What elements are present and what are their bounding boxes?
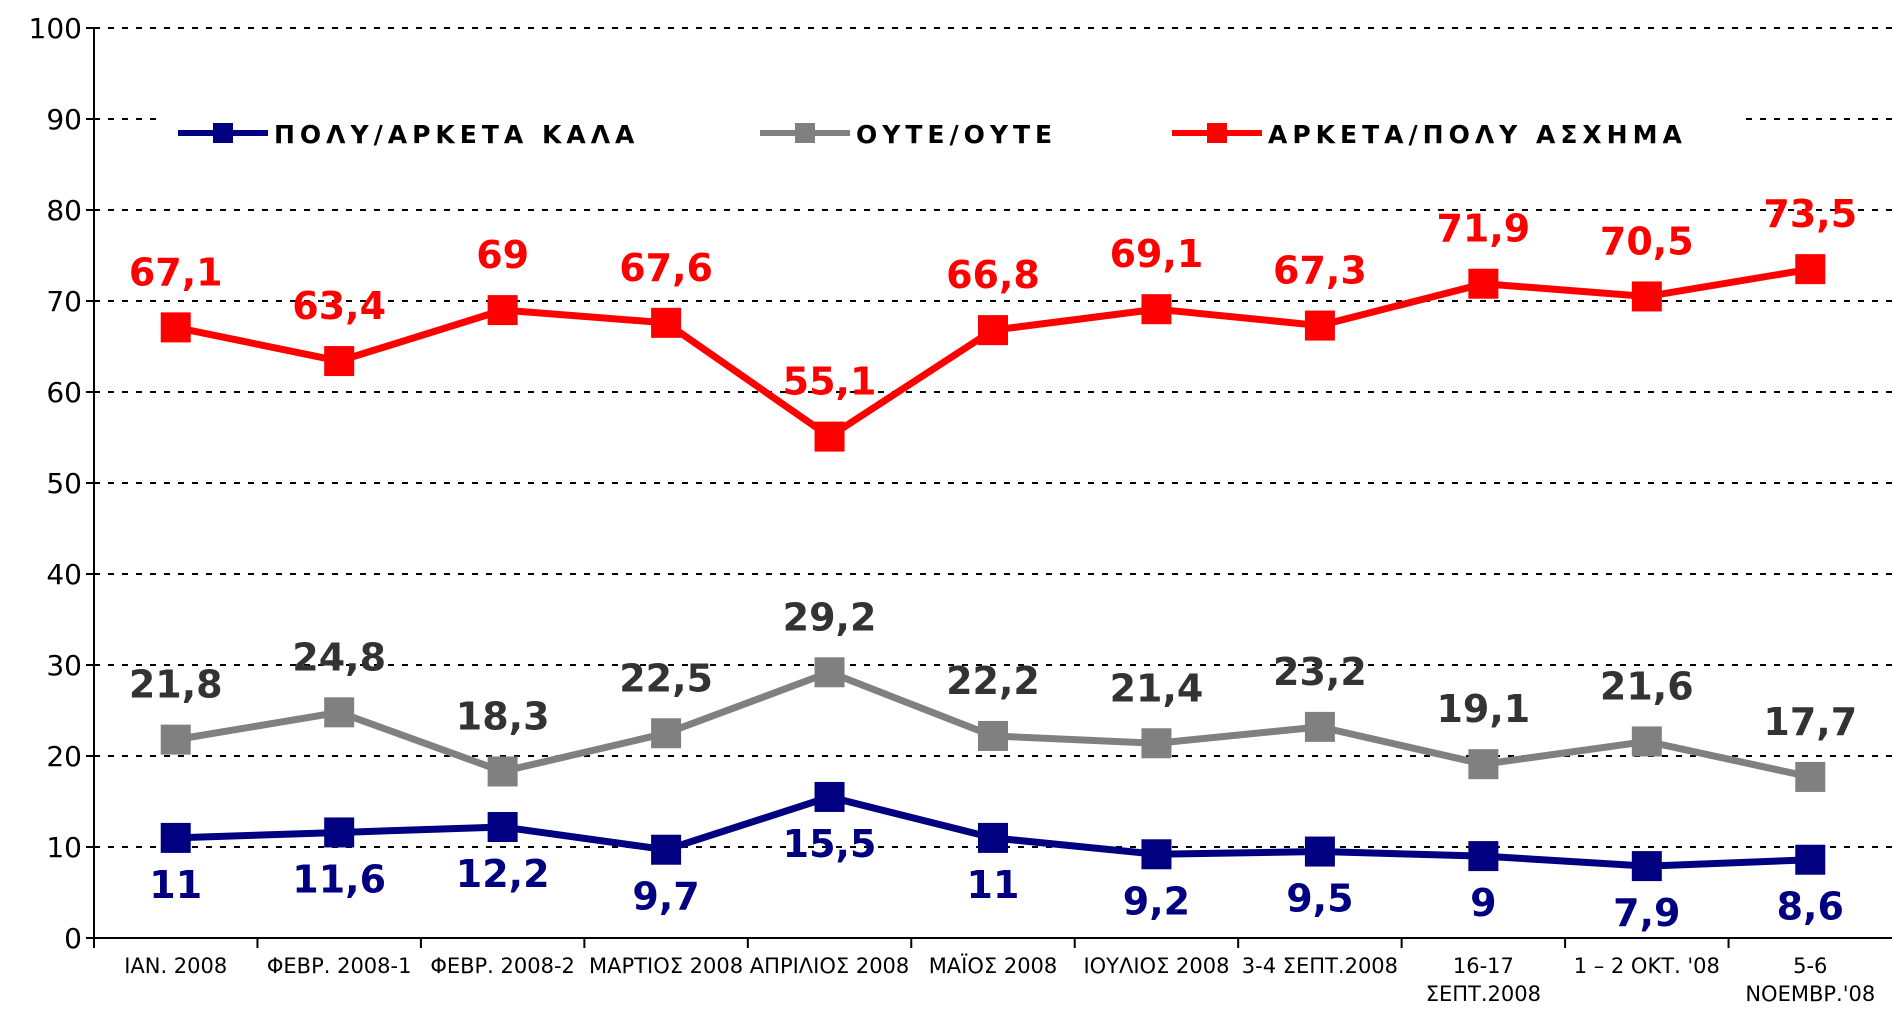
data-label: 15,5 (783, 822, 877, 866)
data-point (487, 811, 518, 842)
data-label: 55,1 (783, 360, 877, 404)
data-point (1795, 761, 1826, 792)
data-point (1795, 844, 1826, 875)
legend-marker (1207, 123, 1227, 143)
data-point (651, 834, 682, 865)
data-label: 21,8 (129, 663, 223, 707)
y-tick-label: 20 (46, 740, 82, 773)
data-label: 69 (476, 233, 529, 277)
data-label: 67,3 (1273, 249, 1367, 293)
data-point (978, 720, 1008, 751)
legend-marker (795, 123, 815, 143)
x-tick-label: 16-17 ΣΕΠΤ.2008 (1425, 954, 1541, 1006)
data-point (814, 781, 845, 812)
data-label: 7,9 (1613, 891, 1680, 935)
data-point (324, 346, 355, 377)
data-label: 9,5 (1286, 877, 1353, 921)
data-label: 22,2 (946, 659, 1040, 703)
data-label: 29,2 (783, 595, 877, 639)
data-point (1304, 711, 1335, 742)
data-point (160, 822, 191, 853)
x-tick-label: ΦΕΒΡ. 2008-1 (266, 954, 412, 978)
data-label: 8,6 (1777, 885, 1844, 929)
data-label: 23,2 (1273, 650, 1367, 694)
y-tick-label: 0 (64, 922, 82, 955)
data-label: 9 (1470, 881, 1496, 925)
data-label: 24,8 (292, 635, 386, 679)
x-tick-label: ΦΕΒΡ. 2008-2 (430, 954, 575, 978)
data-label: 19,1 (1436, 687, 1530, 731)
data-point (1304, 836, 1335, 867)
data-point (978, 822, 1008, 853)
data-point (1468, 268, 1499, 299)
data-label: 18,3 (456, 694, 550, 738)
legend-label: ΑΡΚΕΤΑ/ΠΟΛΥ ΑΣΧΗΜΑ (1268, 120, 1687, 149)
data-point (978, 315, 1008, 346)
legend-marker (213, 123, 233, 143)
y-tick-label: 80 (46, 194, 82, 227)
y-tick-label: 30 (46, 649, 82, 682)
data-point (1631, 851, 1662, 882)
data-label: 17,7 (1763, 700, 1857, 744)
data-point (1468, 841, 1499, 872)
data-label: 12,2 (456, 852, 550, 896)
data-label: 9,7 (632, 875, 699, 919)
data-label: 70,5 (1600, 219, 1694, 263)
data-point (324, 697, 355, 728)
data-point (487, 756, 518, 787)
legend-label: ΠΟΛΥ/ΑΡΚΕΤΑ ΚΑΛΑ (274, 120, 639, 149)
y-tick-label: 60 (46, 376, 82, 409)
data-point (160, 724, 191, 755)
data-label: 63,4 (292, 284, 386, 328)
x-tick-label: ΜΑΡΤΙΟΣ 2008 (589, 954, 744, 978)
data-label: 73,5 (1763, 192, 1857, 236)
x-tick-label: 1 – 2 ΟΚΤ. '08 (1573, 954, 1720, 978)
data-label: 22,5 (619, 656, 713, 700)
data-point (1141, 728, 1172, 759)
data-point (814, 421, 845, 452)
y-tick-label: 90 (46, 103, 82, 136)
legend-box (160, 110, 1740, 160)
data-label: 66,8 (946, 253, 1040, 297)
y-tick-label: 100 (29, 12, 82, 45)
data-label: 9,2 (1123, 879, 1190, 923)
data-label: 69,1 (1110, 232, 1204, 276)
data-point (1631, 726, 1662, 757)
data-point (1795, 254, 1826, 285)
data-label: 21,4 (1110, 666, 1204, 710)
data-point (1141, 294, 1172, 325)
x-tick-label: 3-4 ΣΕΠΤ.2008 (1241, 954, 1399, 978)
data-point (1141, 839, 1172, 870)
data-point (487, 295, 518, 326)
data-point (1468, 749, 1499, 780)
data-label: 21,6 (1600, 664, 1694, 708)
data-point (651, 307, 682, 338)
data-point (160, 312, 191, 343)
data-point (651, 718, 682, 749)
x-tick-label: ΙΟΥΛΙΟΣ 2008 (1083, 954, 1230, 978)
data-label: 67,1 (129, 250, 223, 294)
y-tick-label: 10 (46, 831, 82, 864)
legend-label: ΟΥΤΕ/ΟΥΤΕ (856, 120, 1057, 149)
y-tick-label: 50 (46, 467, 82, 500)
data-label: 11,6 (292, 857, 386, 901)
data-point (1631, 281, 1662, 312)
x-tick-label: ΜΑΪΟΣ 2008 (928, 954, 1058, 978)
data-label: 67,6 (619, 246, 713, 290)
data-label: 71,9 (1436, 207, 1530, 251)
data-point (814, 657, 845, 688)
x-tick-label: ΙΑΝ. 2008 (124, 954, 228, 978)
data-label: 11 (967, 863, 1020, 907)
x-tick-label: ΑΠΡΙΛΙΟΣ 2008 (749, 954, 910, 978)
data-point (1304, 310, 1335, 341)
y-tick-label: 40 (46, 558, 82, 591)
x-tick-label: 5-6 ΝΟΕΜΒΡ.'08 (1745, 954, 1876, 1006)
data-point (324, 817, 355, 848)
y-tick-label: 70 (46, 285, 82, 318)
data-label: 11 (149, 863, 202, 907)
